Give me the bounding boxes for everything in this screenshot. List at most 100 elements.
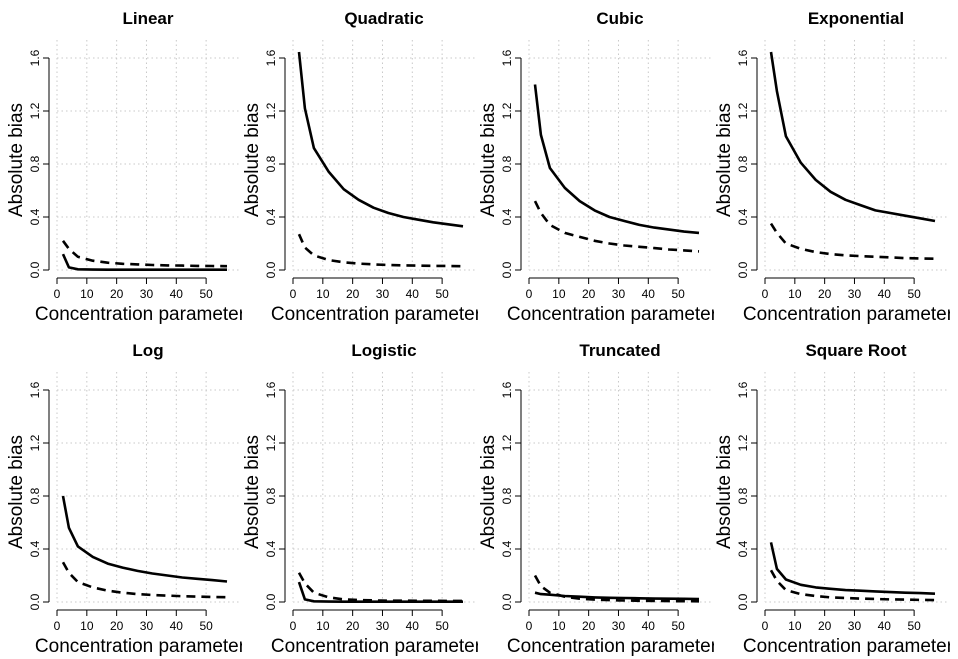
y-tick-label: 1.2 xyxy=(500,434,514,451)
chart-svg: Log 0.0 0.4 0.8 1.2 1.6 0 10 20 30 40 50 Concentrati… xyxy=(6,341,242,657)
y-tick-label: 0.8 xyxy=(28,155,42,172)
series-line-solid xyxy=(534,591,700,601)
y-tick-label: 1.2 xyxy=(500,102,514,119)
series-line-solid xyxy=(769,542,936,595)
x-tick-label: 50 xyxy=(199,619,213,633)
x-tick-label: 30 xyxy=(376,619,390,633)
x-tick-label: 50 xyxy=(199,287,213,301)
series-line-solid xyxy=(769,51,936,223)
y-tick-label: 0.0 xyxy=(736,593,750,610)
y-tick-label: 0.4 xyxy=(500,208,514,225)
y-tick-label: 0.0 xyxy=(500,593,514,610)
y-tick-label: 0.0 xyxy=(736,261,750,278)
series-line-dashed xyxy=(769,222,936,260)
series-line-solid xyxy=(61,253,227,272)
x-tick-label: 50 xyxy=(907,287,921,301)
x-tick-label: 50 xyxy=(435,287,449,301)
x-tick-label: 10 xyxy=(552,287,566,301)
chart-svg: Exponential 0.0 0.4 0.8 1.2 1.6 0 10 20 30 40 50 Con… xyxy=(714,9,950,325)
y-tick-label: 1.2 xyxy=(28,434,42,451)
y-tick-label: 0.4 xyxy=(736,540,750,557)
y-tick-label: 0.4 xyxy=(264,540,278,557)
x-tick-label: 30 xyxy=(376,287,390,301)
y-tick-label: 0.0 xyxy=(264,593,278,610)
chart-svg: Linear 0.0 0.4 0.8 1.2 1.6 0 10 20 30 40 50 Concentr… xyxy=(6,9,242,325)
series-line-dashed xyxy=(61,240,228,268)
chart-title: Exponential xyxy=(808,9,904,28)
x-tick-label: 0 xyxy=(54,619,61,633)
chart-svg: Logistic 0.0 0.4 0.8 1.2 1.6 0 10 20 30 40 50 Concen… xyxy=(242,341,478,657)
x-tick-label: 10 xyxy=(552,619,566,633)
y-tick-label: 1.6 xyxy=(736,381,750,398)
chart-title: Logistic xyxy=(351,341,416,360)
x-tick-label: 20 xyxy=(110,619,124,633)
x-tick-label: 40 xyxy=(170,619,184,633)
x-tick-label: 10 xyxy=(80,619,94,633)
x-tick-label: 30 xyxy=(848,287,862,301)
y-tick-label: 0.0 xyxy=(28,261,42,278)
x-tick-label: 0 xyxy=(290,287,297,301)
series-line-solid xyxy=(533,84,700,235)
y-tick-label: 1.2 xyxy=(28,102,42,119)
chart-panel: Logistic 0.0 0.4 0.8 1.2 1.6 0 10 20 30 40 50 Concen… xyxy=(238,332,478,659)
x-tick-label: 20 xyxy=(582,619,596,633)
y-tick-label: 1.6 xyxy=(736,49,750,66)
y-axis-label: Absolute bias xyxy=(6,435,27,549)
x-tick-label: 50 xyxy=(907,619,921,633)
x-tick-label: 10 xyxy=(316,287,330,301)
chart-title: Truncated xyxy=(579,341,660,360)
y-tick-label: 0.0 xyxy=(264,261,278,278)
chart-panel: Linear 0.0 0.4 0.8 1.2 1.6 0 10 20 30 40 50 Concentr… xyxy=(2,0,242,327)
x-tick-label: 30 xyxy=(612,619,626,633)
x-axis-label: Concentration parameter xyxy=(507,304,714,325)
x-tick-label: 30 xyxy=(140,619,154,633)
series-line-dashed xyxy=(769,569,936,602)
y-axis-label: Absolute bias xyxy=(478,435,499,549)
y-tick-label: 0.8 xyxy=(500,155,514,172)
x-tick-label: 30 xyxy=(848,619,862,633)
x-tick-label: 20 xyxy=(818,287,832,301)
series-line-dashed xyxy=(297,572,463,603)
x-tick-label: 0 xyxy=(526,287,533,301)
y-tick-label: 1.6 xyxy=(28,49,42,66)
chart-panel: Cubic 0.0 0.4 0.8 1.2 1.6 0 10 20 30 40 50 Concentra… xyxy=(474,0,714,327)
y-tick-label: 1.2 xyxy=(736,434,750,451)
x-tick-label: 10 xyxy=(788,619,802,633)
y-tick-label: 1.6 xyxy=(500,381,514,398)
y-tick-label: 0.4 xyxy=(28,540,42,557)
y-tick-label: 1.2 xyxy=(736,102,750,119)
series-line-dashed xyxy=(533,574,700,603)
y-tick-label: 1.6 xyxy=(264,381,278,398)
x-tick-label: 40 xyxy=(642,287,656,301)
x-axis-label: Concentration parameter xyxy=(271,304,478,325)
y-axis-label: Absolute bias xyxy=(6,103,27,217)
chart-svg: Cubic 0.0 0.4 0.8 1.2 1.6 0 10 20 30 40 50 Concentra… xyxy=(478,9,714,325)
x-tick-label: 10 xyxy=(788,287,802,301)
y-tick-label: 0.8 xyxy=(736,487,750,504)
chart-panel: Quadratic 0.0 0.4 0.8 1.2 1.6 0 10 20 30 40 50 Conce… xyxy=(238,0,478,327)
x-axis-label: Concentration parameter xyxy=(507,636,714,657)
y-axis-label: Absolute bias xyxy=(242,103,263,217)
chart-svg: Quadratic 0.0 0.4 0.8 1.2 1.6 0 10 20 30 40 50 Conce… xyxy=(242,9,478,325)
y-tick-label: 0.4 xyxy=(500,540,514,557)
y-tick-label: 0.8 xyxy=(28,487,42,504)
chart-panel: Log 0.0 0.4 0.8 1.2 1.6 0 10 20 30 40 50 Concentrati… xyxy=(2,332,242,659)
y-tick-label: 0.8 xyxy=(264,487,278,504)
y-tick-label: 1.2 xyxy=(264,434,278,451)
x-tick-label: 40 xyxy=(878,287,892,301)
y-axis-label: Absolute bias xyxy=(714,103,735,217)
series-line-dashed xyxy=(297,233,464,268)
x-tick-label: 0 xyxy=(762,287,769,301)
chart-title: Linear xyxy=(122,9,173,28)
x-tick-label: 0 xyxy=(290,619,297,633)
x-tick-label: 50 xyxy=(671,619,685,633)
y-tick-label: 0.4 xyxy=(28,208,42,225)
y-tick-label: 0.8 xyxy=(500,487,514,504)
x-tick-label: 40 xyxy=(642,619,656,633)
series-line-solid xyxy=(61,495,228,583)
x-tick-label: 50 xyxy=(671,287,685,301)
y-tick-label: 0.4 xyxy=(264,208,278,225)
y-tick-label: 0.4 xyxy=(736,208,750,225)
chart-svg: Square Root 0.0 0.4 0.8 1.2 1.6 0 10 20 30 40 50 Con… xyxy=(714,341,950,657)
